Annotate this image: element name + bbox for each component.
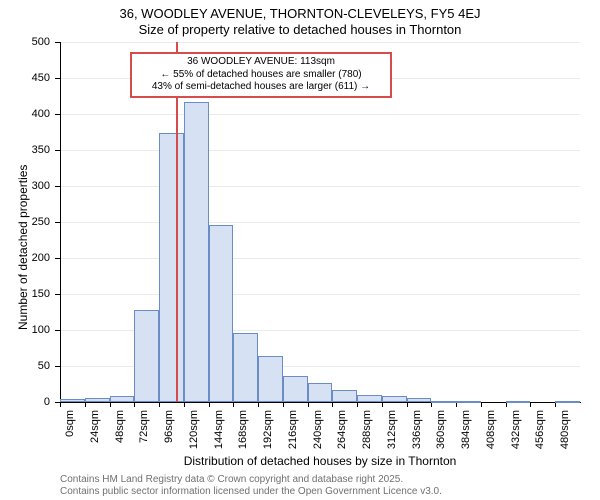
x-tick-label: 312sqm	[386, 410, 398, 449]
gridline	[60, 222, 580, 223]
x-tick-label: 336sqm	[411, 410, 423, 449]
histogram-bar	[233, 333, 258, 402]
x-tick-label: 144sqm	[213, 410, 225, 449]
footer-copyright-1: Contains HM Land Registry data © Crown c…	[60, 474, 403, 485]
histogram-bar	[308, 383, 333, 402]
x-tick-mark	[506, 402, 507, 407]
x-tick-label: 360sqm	[435, 410, 447, 449]
y-tick-label: 100	[0, 324, 50, 336]
x-tick-mark	[283, 402, 284, 407]
x-tick-label: 480sqm	[559, 410, 571, 449]
x-tick-label: 0sqm	[64, 410, 76, 437]
x-tick-mark	[209, 402, 210, 407]
x-tick-mark	[530, 402, 531, 407]
gridline	[60, 42, 580, 43]
x-tick-label: 408sqm	[485, 410, 497, 449]
histogram-bar	[159, 133, 184, 402]
histogram-bar	[456, 401, 481, 403]
x-tick-label: 216sqm	[287, 410, 299, 449]
y-tick-label: 200	[0, 252, 50, 264]
gridline	[60, 294, 580, 295]
y-tick-label: 350	[0, 144, 50, 156]
x-tick-label: 240sqm	[312, 410, 324, 449]
x-tick-label: 168sqm	[237, 410, 249, 449]
x-tick-label: 192sqm	[262, 410, 274, 449]
y-tick-label: 150	[0, 288, 50, 300]
histogram-bar	[184, 102, 209, 402]
x-tick-mark	[357, 402, 358, 407]
y-tick-label: 300	[0, 180, 50, 192]
x-tick-mark	[456, 402, 457, 407]
annotation-box: 36 WOODLEY AVENUE: 113sqm← 55% of detach…	[130, 52, 392, 98]
x-tick-mark	[382, 402, 383, 407]
annotation-line: 43% of semi-detached houses are larger (…	[136, 81, 386, 94]
gridline	[60, 258, 580, 259]
x-tick-mark	[134, 402, 135, 407]
x-tick-mark	[555, 402, 556, 407]
x-tick-label: 48sqm	[114, 410, 126, 443]
x-tick-mark	[308, 402, 309, 407]
x-tick-mark	[159, 402, 160, 407]
x-tick-label: 96sqm	[163, 410, 175, 443]
y-tick-label: 250	[0, 216, 50, 228]
histogram-bar	[431, 401, 456, 403]
x-tick-mark	[407, 402, 408, 407]
histogram-bar	[506, 401, 531, 403]
x-tick-mark	[60, 402, 61, 407]
y-tick-label: 500	[0, 36, 50, 48]
annotation-line: ← 55% of detached houses are smaller (78…	[136, 69, 386, 82]
histogram-bar	[283, 376, 308, 402]
x-tick-mark	[110, 402, 111, 407]
gridline	[60, 186, 580, 187]
x-tick-mark	[258, 402, 259, 407]
histogram-bar	[357, 395, 382, 402]
histogram-bar	[382, 396, 407, 402]
x-tick-label: 456sqm	[534, 410, 546, 449]
y-tick-label: 450	[0, 72, 50, 84]
gridline	[60, 114, 580, 115]
y-tick-label: 0	[0, 396, 50, 408]
histogram-bar	[134, 310, 159, 402]
x-tick-label: 24sqm	[89, 410, 101, 443]
x-tick-label: 264sqm	[336, 410, 348, 449]
x-tick-mark	[233, 402, 234, 407]
x-tick-label: 72sqm	[138, 410, 150, 443]
histogram-bar	[110, 396, 135, 402]
x-tick-mark	[85, 402, 86, 407]
x-tick-mark	[332, 402, 333, 407]
x-tick-label: 120sqm	[188, 410, 200, 449]
x-tick-label: 288sqm	[361, 410, 373, 449]
histogram-bar	[332, 390, 357, 402]
x-tick-mark	[431, 402, 432, 407]
gridline	[60, 150, 580, 151]
x-axis-label: Distribution of detached houses by size …	[60, 454, 580, 468]
property-size-histogram: 36, WOODLEY AVENUE, THORNTON-CLEVELEYS, …	[0, 0, 600, 500]
y-tick-label: 50	[0, 360, 50, 372]
chart-title-address: 36, WOODLEY AVENUE, THORNTON-CLEVELEYS, …	[0, 6, 600, 21]
histogram-bar	[258, 356, 283, 402]
histogram-bar	[555, 401, 580, 403]
histogram-bar	[209, 225, 234, 402]
footer-copyright-2: Contains public sector information licen…	[60, 486, 442, 497]
x-tick-mark	[184, 402, 185, 407]
histogram-bar	[407, 398, 432, 402]
x-tick-label: 384sqm	[460, 410, 472, 449]
x-tick-label: 432sqm	[510, 410, 522, 449]
histogram-bar	[85, 398, 110, 402]
y-tick-label: 400	[0, 108, 50, 120]
chart-title-subtitle: Size of property relative to detached ho…	[0, 22, 600, 37]
histogram-bar	[60, 399, 85, 402]
x-tick-mark	[481, 402, 482, 407]
annotation-line: 36 WOODLEY AVENUE: 113sqm	[136, 56, 386, 69]
